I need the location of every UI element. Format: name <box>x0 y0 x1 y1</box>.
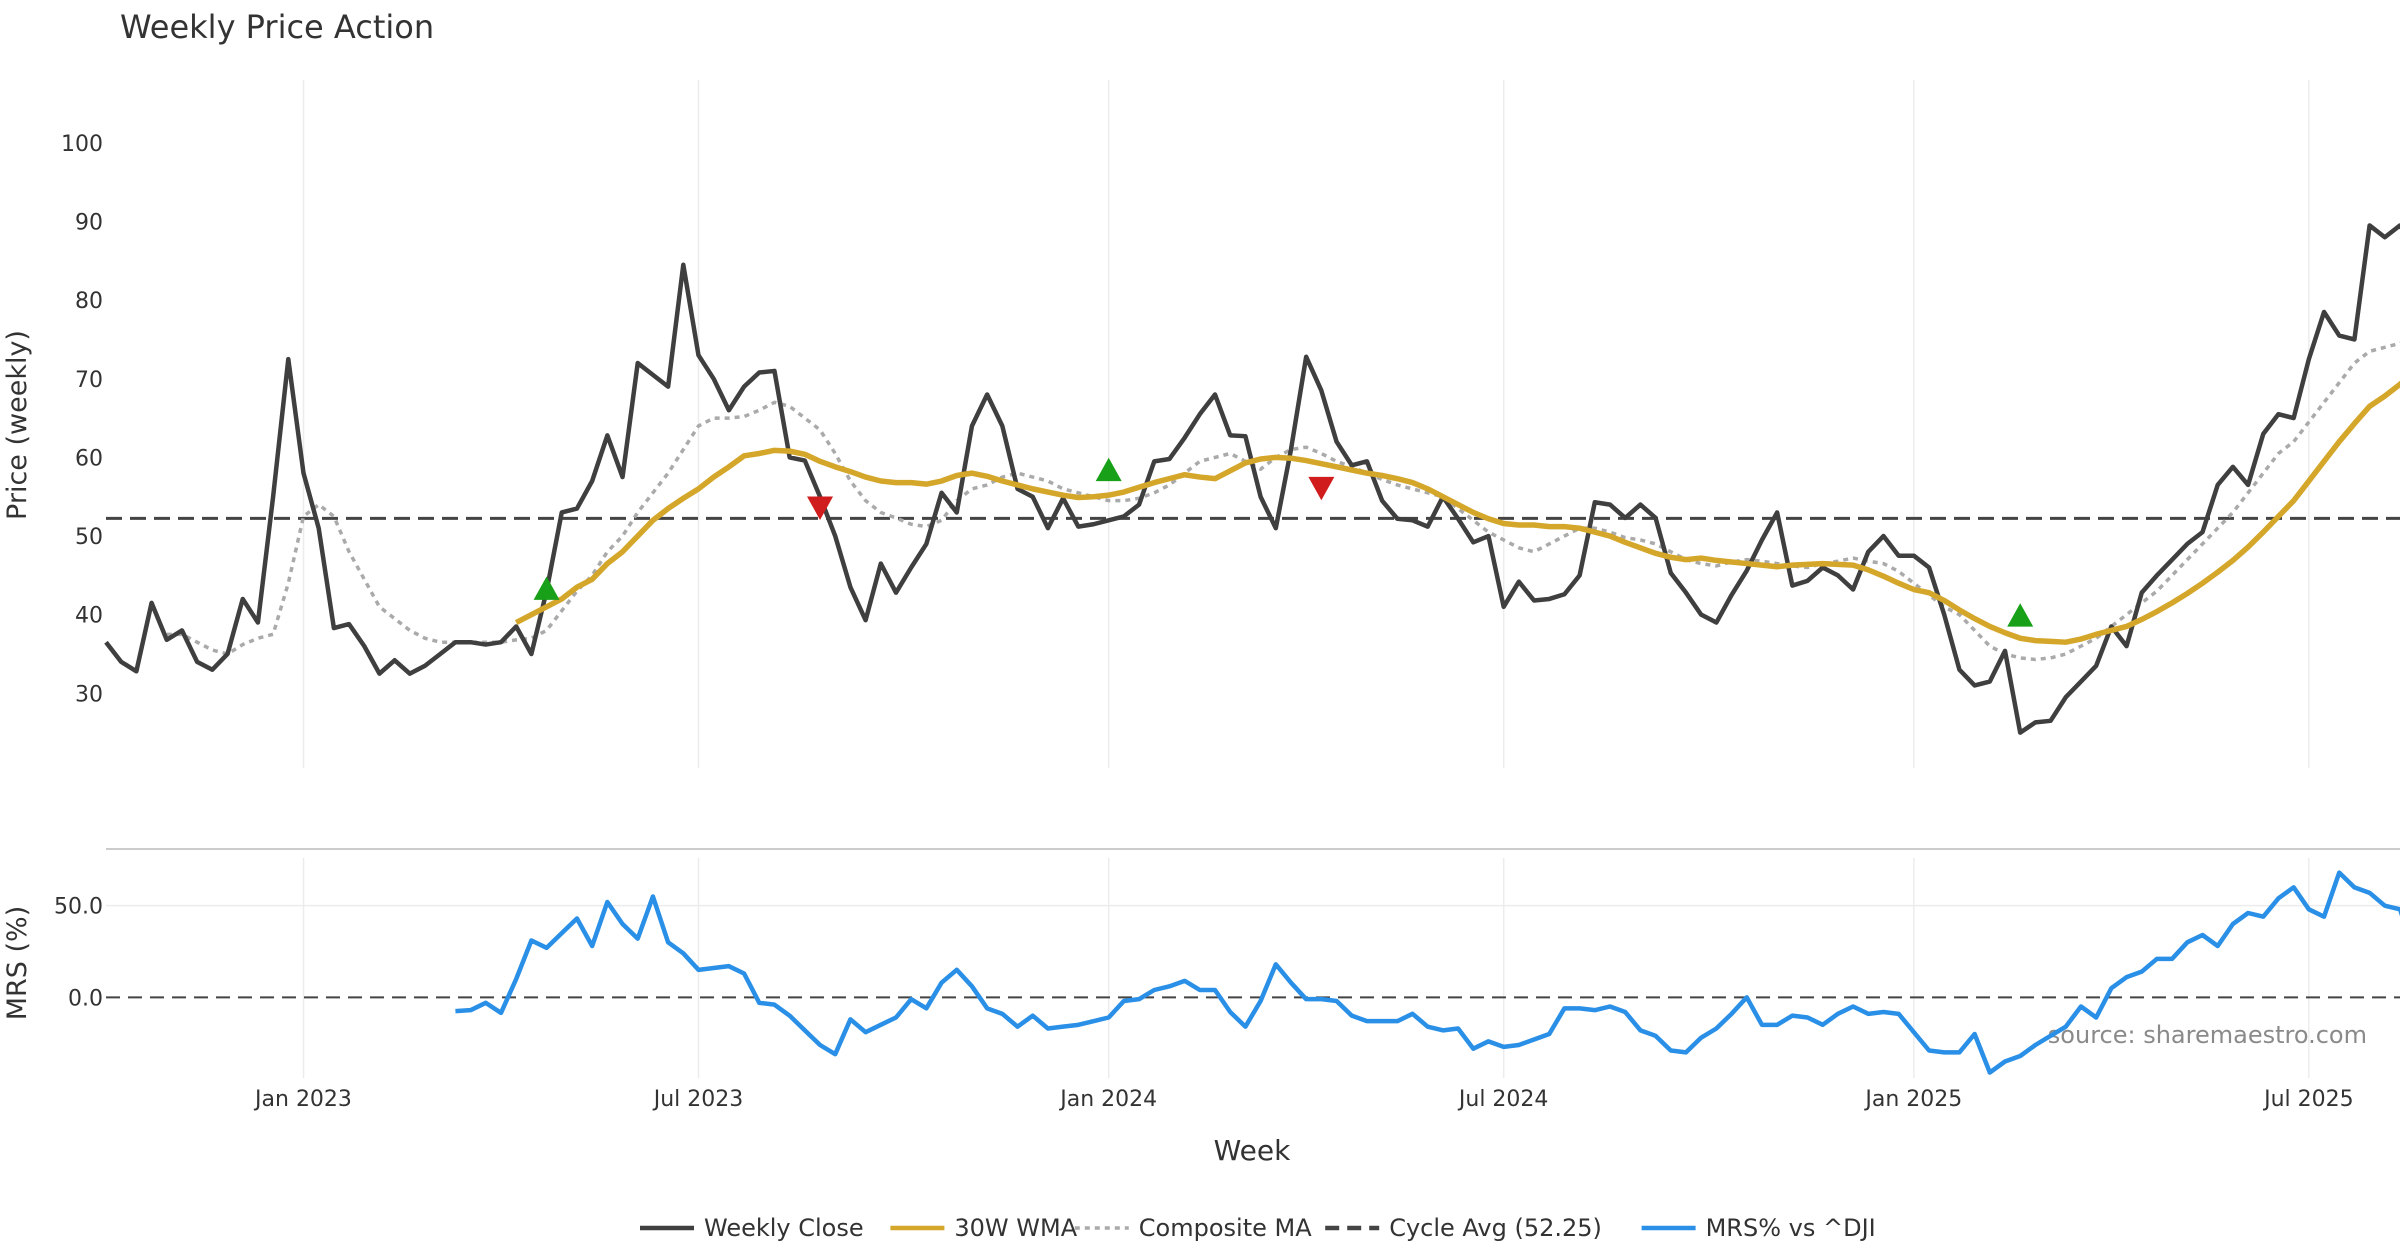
composite-ma-line <box>166 341 2400 662</box>
y-tick-label: 80 <box>75 289 103 314</box>
x-tick-label: Jan 2025 <box>1863 1087 1962 1112</box>
sell-signal-marker <box>807 496 834 520</box>
y-tick-label: 100 <box>61 132 103 157</box>
source-credit: source: sharemaestro.com <box>2048 1021 2367 1049</box>
y-tick-label: 50.0 <box>54 895 103 920</box>
y-tick-label: 50 <box>75 525 103 550</box>
legend-label: Composite MA <box>1139 1214 1312 1242</box>
buy-signal-marker <box>1095 457 1122 482</box>
x-tick-label: Jan 2024 <box>1058 1087 1157 1112</box>
y-tick-label: 30 <box>75 682 103 707</box>
legend-label: Cycle Avg (52.25) <box>1389 1214 1602 1242</box>
price-panel: 30 40 50 60 70 80 90 100 <box>61 80 2400 768</box>
legend-label: MRS% vs ^DJI <box>1706 1214 1876 1242</box>
mrs-line <box>455 870 2400 1075</box>
buy-signal-marker <box>2007 603 2034 627</box>
y-tick-label: 70 <box>75 368 103 393</box>
x-tick-label: Jul 2024 <box>1457 1087 1549 1112</box>
x-tick-label: Jul 2023 <box>652 1087 744 1112</box>
legend: Weekly Close 30W WMA Composite MA Cycle Avg… <box>640 1214 1876 1242</box>
y-tick-label: 40 <box>75 604 103 629</box>
sell-signal-marker <box>1308 476 1335 501</box>
buy-signal-marker <box>533 576 560 600</box>
x-tick-label: Jul 2025 <box>2262 1087 2354 1112</box>
y-tick-label: 90 <box>75 211 103 236</box>
legend-label: 30W WMA <box>954 1214 1077 1242</box>
y-tick-label: 60 <box>75 446 103 471</box>
wma-30w-line <box>514 380 2400 645</box>
weekly-close-line <box>104 223 2400 735</box>
mrs-panel: 0.0 50.0 <box>54 858 2400 1078</box>
top-y-axis-label: Price (weekly) <box>2 330 33 520</box>
chart-title: Weekly Price Action <box>120 8 434 46</box>
bottom-y-axis-label: MRS (%) <box>2 906 33 1021</box>
y-tick-label: 0.0 <box>68 986 103 1011</box>
x-axis-label: Week <box>1214 1134 1291 1167</box>
x-axis: Jan 2023 Jul 2023 Jan 2024 Jul 2024 Jan 2025… <box>253 1087 2354 1112</box>
x-tick-label: Jan 2023 <box>253 1087 352 1112</box>
legend-label: Weekly Close <box>704 1214 864 1242</box>
